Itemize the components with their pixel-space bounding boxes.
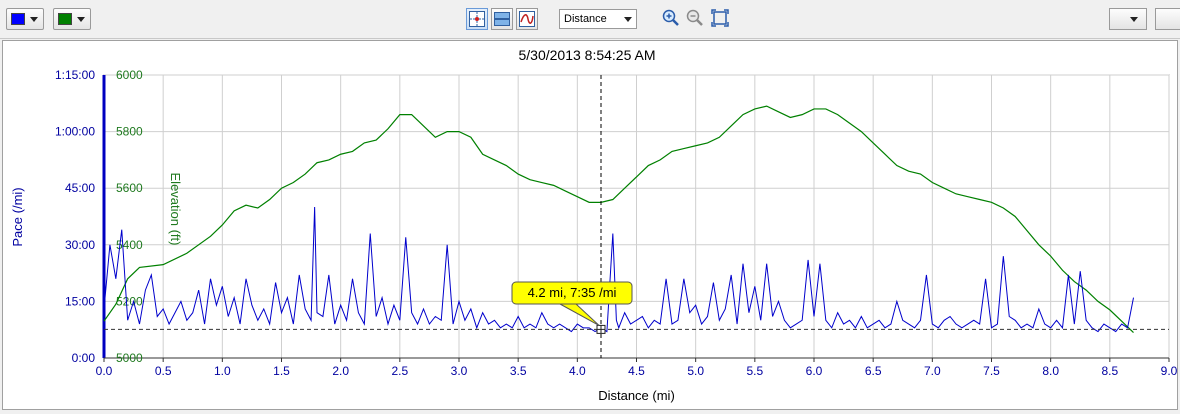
chart-overlay: 4.2 mi, 7:35 /mi xyxy=(104,75,1169,358)
pace-tick-label: 1:00:00 xyxy=(55,125,95,139)
pace-tick-label: 30:00 xyxy=(65,238,95,252)
x-axis-title: Distance (mi) xyxy=(598,388,675,403)
chevron-down-icon xyxy=(624,17,632,22)
extra-button[interactable] xyxy=(1155,8,1180,30)
smooth-icon xyxy=(519,11,535,27)
chart-title: 5/30/2013 8:54:25 AM xyxy=(519,47,656,63)
pace-line xyxy=(103,207,1134,333)
elevation-tick-label: 5600 xyxy=(116,181,143,195)
x-tick-label: 9.0 xyxy=(1161,364,1177,378)
pace-tick-label: 15:00 xyxy=(65,294,95,308)
stacked-view-icon xyxy=(494,12,510,26)
crosshair-button[interactable] xyxy=(466,8,488,30)
chart-panel: 5/30/2013 8:54:25 AM 0.0 0.5 1.0 1.5 2.0 2.5 3… xyxy=(2,40,1178,410)
x-tick-label: 8.0 xyxy=(1042,364,1059,378)
pace-tick-label: 0:00 xyxy=(72,351,96,365)
tooltip-box xyxy=(511,281,633,305)
zoom-out-icon[interactable] xyxy=(686,9,704,27)
chart-toolbar: Distance xyxy=(0,0,1180,39)
elevation-tick-label: 6000 xyxy=(116,68,143,82)
zoom-in-icon[interactable] xyxy=(662,9,680,27)
chevron-down-icon xyxy=(30,17,38,22)
elevation-tick-label: 5800 xyxy=(116,125,143,139)
elevation-color-swatch xyxy=(58,13,72,25)
x-axis-select-value: Distance xyxy=(564,13,607,25)
pace-tick-label: 45:00 xyxy=(65,181,95,195)
pace-color-picker[interactable] xyxy=(6,8,44,30)
pace-elevation-chart[interactable]: 5/30/2013 8:54:25 AM 0.0 0.5 1.0 1.5 2.0 2.5 3… xyxy=(3,41,1178,409)
x-tick-label: 0.5 xyxy=(155,364,172,378)
x-tick-label: 6.0 xyxy=(806,364,823,378)
chart-axes: 0.0 0.5 1.0 1.5 2.0 2.5 3.0 3.5 4.0 4.5 5.0 5.5 6.0 6… xyxy=(10,68,1178,403)
x-tick-label: 5.0 xyxy=(687,364,704,378)
stacked-view-button[interactable] xyxy=(491,8,513,30)
elevation-color-picker[interactable] xyxy=(53,8,91,30)
x-tick-label: 8.5 xyxy=(1101,364,1118,378)
options-dropdown-button[interactable] xyxy=(1109,8,1147,30)
zoom-fit-icon[interactable] xyxy=(711,9,729,27)
chart-series xyxy=(103,105,1134,333)
elevation-line xyxy=(103,105,1134,333)
pace-color-swatch xyxy=(11,13,25,25)
x-tick-label: 3.5 xyxy=(510,364,527,378)
chevron-down-icon xyxy=(1130,17,1138,22)
x-tick-label: 4.0 xyxy=(569,364,586,378)
smooth-button[interactable] xyxy=(516,8,538,30)
x-tick-label: 2.5 xyxy=(391,364,408,378)
x-tick-label: 3.0 xyxy=(451,364,468,378)
x-tick-label: 6.5 xyxy=(865,364,882,378)
elevation-tick-label: 5000 xyxy=(116,351,143,365)
pace-axis-title: Pace (/mi) xyxy=(10,187,25,246)
elevation-tick-label: 5200 xyxy=(116,294,143,308)
crosshair-icon xyxy=(469,11,485,27)
x-tick-label: 5.5 xyxy=(746,364,763,378)
x-tick-label: 7.5 xyxy=(983,364,1000,378)
x-tick-label: 1.5 xyxy=(273,364,290,378)
x-tick-label: 0.0 xyxy=(96,364,113,378)
x-tick-label: 1.0 xyxy=(214,364,231,378)
chevron-down-icon xyxy=(77,17,85,22)
pace-tick-label: 1:15:00 xyxy=(55,68,95,82)
x-tick-label: 2.0 xyxy=(332,364,349,378)
elevation-axis-title: Elevation (ft) xyxy=(168,173,183,246)
x-axis-select[interactable]: Distance xyxy=(559,9,637,29)
x-tick-label: 4.5 xyxy=(628,364,645,378)
x-tick-label: 7.0 xyxy=(924,364,941,378)
tooltip-text: 4.2 mi, 7:35 /mi xyxy=(528,285,617,300)
